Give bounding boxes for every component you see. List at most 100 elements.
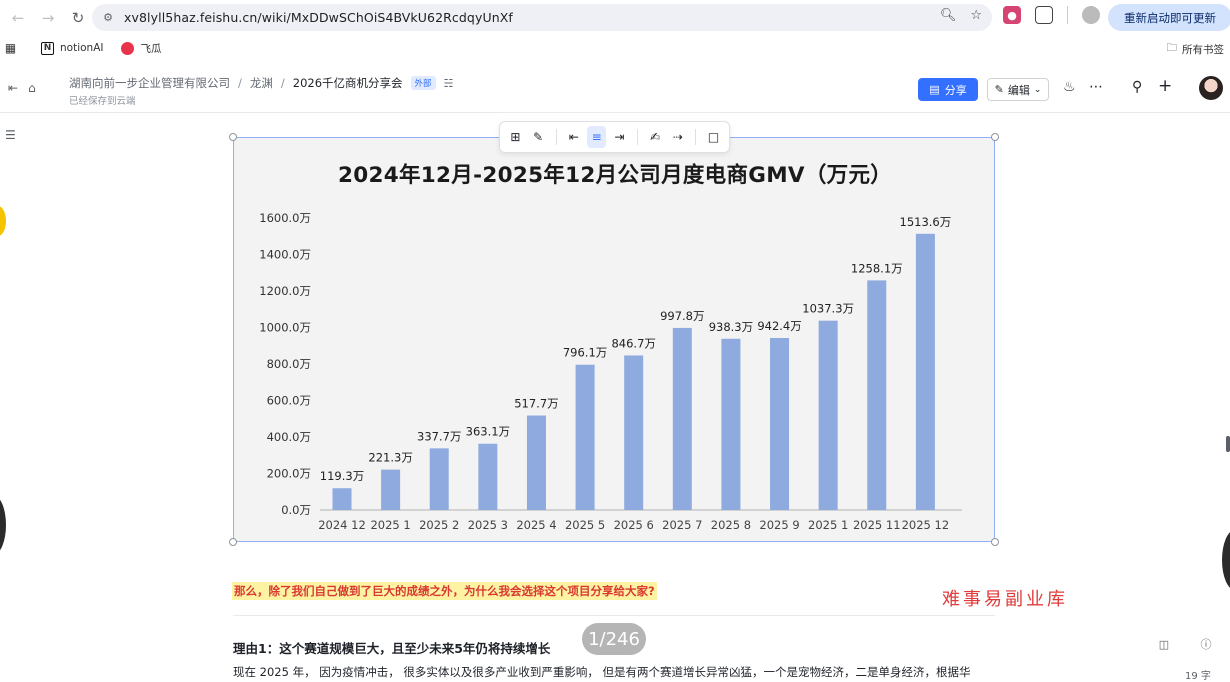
outline-list-icon[interactable]: ☰ [5, 128, 16, 142]
bar [867, 280, 887, 510]
x-tick-label: 2025 1 [370, 518, 410, 532]
bar [575, 364, 595, 510]
external-badge: 外部 [410, 76, 436, 90]
data-label: 221.3万 [368, 451, 412, 465]
data-label: 337.7万 [417, 429, 461, 443]
annotate-icon[interactable]: ✎ [533, 130, 544, 144]
avatar[interactable] [1199, 76, 1223, 100]
edit-image-icon[interactable]: ✍ [650, 130, 661, 144]
breadcrumb-company[interactable]: 湖南向前一步企业管理有限公司 [69, 76, 230, 90]
help-icon[interactable]: ⓘ [1200, 638, 1212, 651]
data-label: 796.1万 [563, 346, 607, 360]
y-tick-label: 1000.0万 [259, 321, 311, 335]
chart-title: 2024年12月-2025年12月公司月度电商GMV（万元） [337, 163, 893, 188]
y-tick-label: 200.0万 [267, 467, 311, 481]
search-icon[interactable]: ⚲ [1132, 79, 1143, 95]
y-tick-label: 0.0万 [281, 503, 311, 517]
breadcrumb-separator: / [238, 76, 242, 90]
side-floating-yellow [0, 206, 6, 236]
save-status: 已经保存到云端 [69, 96, 136, 107]
bookmarks-bar: ▦ N notionAI 飞瓜 🗀︎ 所有书签 [0, 35, 1230, 61]
toolbar-divider [555, 129, 557, 145]
more-icon[interactable]: ⋯ [1089, 79, 1104, 95]
bar [818, 320, 838, 510]
all-bookmarks[interactable]: 🗀︎ 所有书签 [1167, 40, 1225, 58]
data-label: 1037.3万 [802, 302, 854, 316]
home-icon[interactable]: ⌂ [28, 81, 36, 95]
align-left-icon[interactable]: ⇤ [568, 130, 579, 144]
forward-arrow-icon[interactable]: → [41, 8, 55, 27]
extensions-puzzle-icon[interactable] [1035, 6, 1053, 24]
bell-icon[interactable]: ♨ [1063, 79, 1076, 95]
data-label: 517.7万 [514, 397, 558, 411]
resize-handle-bl[interactable] [229, 538, 237, 546]
doc-info-icon[interactable]: ◫ [1158, 637, 1170, 651]
apps-grid-icon[interactable]: ▦ [4, 41, 17, 55]
watermark-text: 难事易副业库 [942, 589, 1068, 610]
restart-to-update-button[interactable]: 重新启动即可更新 [1108, 4, 1230, 31]
address-bar[interactable]: ⚙ xv8lyll5haz.feishu.cn/wiki/MxDDwSChOiS… [92, 4, 992, 31]
y-tick-label: 1200.0万 [259, 284, 311, 298]
url-text[interactable]: xv8lyll5haz.feishu.cn/wiki/MxDDwSChOiS4B… [124, 10, 513, 25]
bookmark-notionai[interactable]: N notionAI [41, 41, 103, 55]
bar [429, 448, 449, 510]
bar [624, 355, 644, 510]
x-tick-label: 2025 9 [759, 518, 799, 532]
data-label: 846.7万 [611, 336, 655, 350]
bookmark-star-icon[interactable]: ☆ [970, 8, 982, 23]
title-extra-icon[interactable]: ☵ [443, 76, 454, 90]
body-paragraph[interactable]: 现在 2025 年， 因为疫情冲击， 很多实体以及很多产业收到严重影响， 但是有… [233, 665, 971, 679]
breadcrumb: 湖南向前一步企业管理有限公司 / 龙渊 / 2026千亿商机分享会 外部 ☵ [69, 75, 453, 91]
align-center-icon[interactable]: ≡ [587, 126, 607, 148]
ocr-icon[interactable]: ⇢ [672, 130, 683, 144]
site-settings-icon[interactable]: ⚙ [103, 11, 113, 24]
data-label: 1258.1万 [851, 261, 903, 275]
toolbar-divider [1067, 6, 1068, 24]
bar [478, 443, 498, 510]
resize-handle-tl[interactable] [229, 133, 237, 141]
x-tick-label: 2025 12 [902, 518, 950, 532]
feigua-icon [121, 41, 135, 55]
y-tick-label: 400.0万 [267, 430, 311, 444]
edit-mode-button[interactable]: ✎ 编辑 ⌄ [987, 78, 1049, 101]
page-indicator: 1/246 [582, 623, 646, 655]
extension-red-icon[interactable]: ● [1003, 6, 1021, 24]
align-right-icon[interactable]: ⇥ [614, 130, 625, 144]
share-button[interactable]: ▤ 分享 [918, 78, 978, 101]
resize-handle-br[interactable] [991, 538, 999, 546]
reload-icon[interactable]: ↻ [71, 8, 85, 27]
word-count: 19 字 [1185, 671, 1211, 682]
highlighted-paragraph[interactable]: 那么，除了我们自己做到了巨大的成绩之外，为什么我会选择这个项目分享给大家? [232, 582, 657, 600]
folder-icon: 🗀︎ [1166, 42, 1178, 54]
chevron-down-icon: ⌄ [1033, 84, 1042, 95]
side-floating-dark-right [1222, 530, 1230, 590]
add-icon[interactable]: + [1158, 76, 1173, 96]
bar [526, 415, 546, 510]
breadcrumb-longyuan[interactable]: 龙渊 [249, 76, 273, 90]
x-tick-label: 2025 11 [853, 518, 901, 532]
bookmark-feigua[interactable]: 飞瓜 [121, 41, 161, 56]
y-tick-label: 600.0万 [267, 394, 311, 408]
scroll-marker [1226, 436, 1230, 452]
y-tick-label: 1400.0万 [259, 248, 311, 262]
chart-image[interactable]: 2024年12月-2025年12月公司月度电商GMV（万元） 0.0万 200.0… [233, 137, 995, 542]
data-label: 997.8万 [660, 309, 704, 323]
page-title[interactable]: 2026千亿商机分享会 [292, 76, 403, 90]
section-heading[interactable]: 理由1：这个赛道规模巨大，且至少未来5年仍将持续增长 [233, 641, 551, 656]
x-tick-label: 2025 3 [468, 518, 508, 532]
x-tick-label: 2025 1 [808, 518, 848, 532]
sidebar-toggle-icon[interactable]: ⇤ [8, 81, 19, 95]
crop-icon[interactable]: ⊞ [510, 130, 521, 144]
side-floating-dark-left [0, 495, 6, 555]
resize-handle-tr[interactable] [991, 133, 999, 141]
profile-avatar[interactable] [1082, 6, 1100, 24]
comment-icon[interactable]: □ [707, 130, 720, 144]
toolbar-divider [695, 129, 697, 145]
bar-chart: 0.0万 200.0万 400.0万 600.0万 800.0万 1000.0万 1200.… [259, 211, 962, 532]
zoom-search-icon[interactable]: 🔍︎ [939, 8, 957, 23]
x-tick-label: 2025 4 [516, 518, 556, 532]
back-arrow-icon[interactable]: ← [11, 8, 25, 27]
x-tick-label: 2025 6 [614, 518, 654, 532]
toolbar-divider [636, 129, 638, 145]
data-label: 363.1万 [466, 425, 510, 439]
